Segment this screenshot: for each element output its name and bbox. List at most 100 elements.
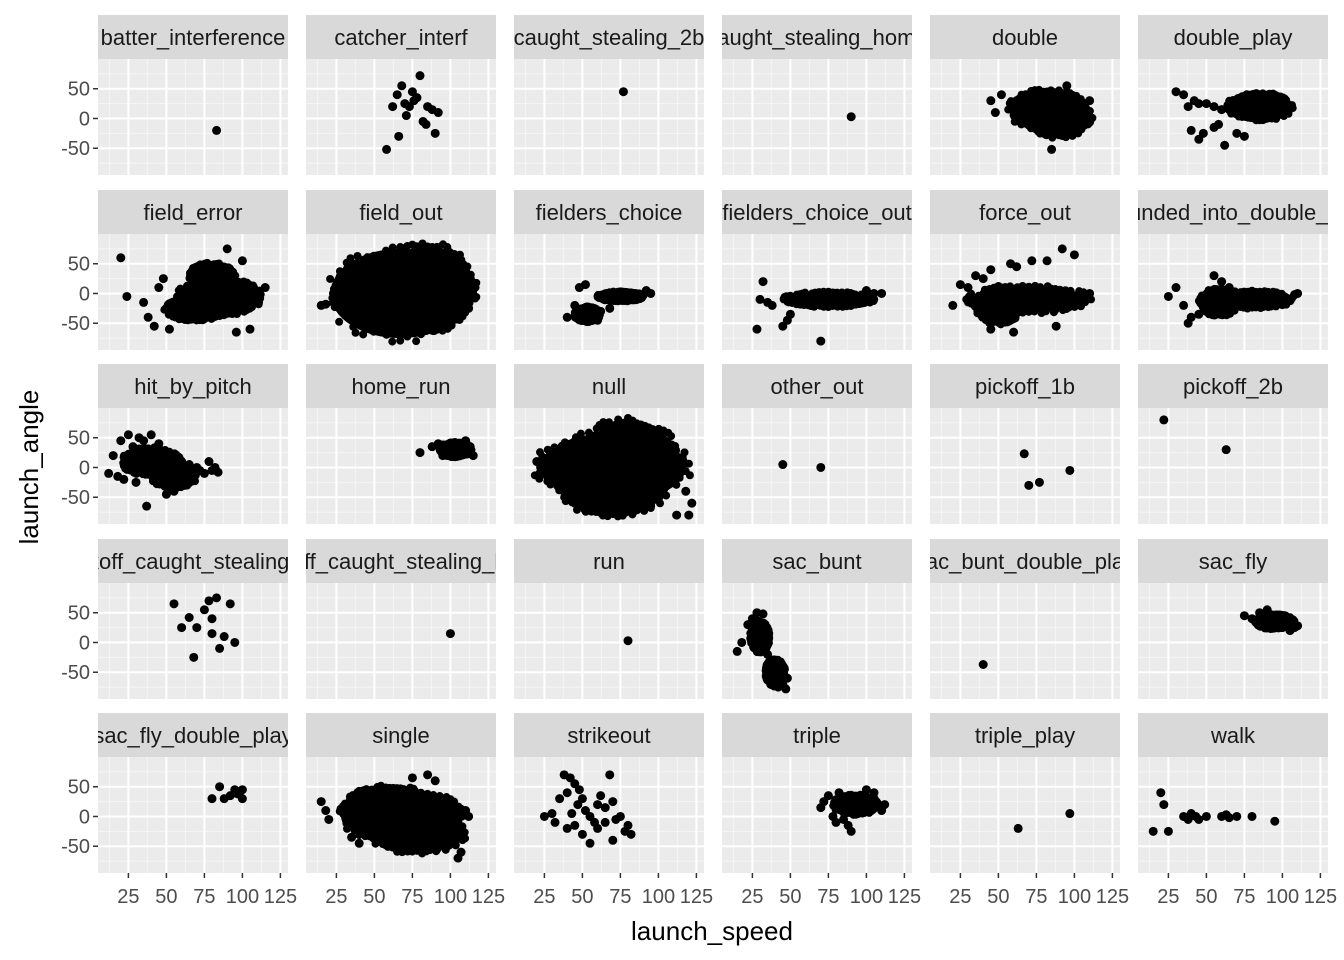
data-point [237,785,247,795]
x-axis-ticks: 25 50 75 100 125 25 50 75 100 125 25 50 75 100 125 25 50… [117,873,1337,908]
data-point [681,486,691,496]
data-point [154,283,164,293]
data-point [353,251,362,260]
data-point [1065,465,1075,475]
facet-other_out: other_out [722,364,912,524]
data-point [608,797,618,807]
data-point [461,286,471,296]
data-point [381,283,390,292]
facet-strip [930,539,1120,583]
data-point [1239,131,1249,141]
x-tick-label: 25 [117,886,139,908]
x-tick-label: 100 [226,886,259,908]
facet-strip [1138,364,1328,408]
data-point [1079,296,1088,305]
x-tick-label: 50 [571,886,593,908]
panel-points [212,125,222,135]
data-point [639,504,648,513]
data-point [1085,288,1095,298]
data-point [570,300,580,310]
data-point [158,274,168,284]
facet-strip [514,364,704,408]
panel-points [316,770,474,863]
data-point [1194,134,1204,144]
data-point [1209,102,1219,112]
data-point [1013,283,1022,292]
facet-double: double [930,15,1120,175]
y-tick-label: -50 [61,313,90,335]
data-point [455,315,464,324]
data-point [600,817,610,827]
x-tick-label: 50 [363,886,385,908]
panel-points [415,436,478,462]
data-point [778,460,788,470]
data-point [177,623,187,633]
data-point [600,803,610,813]
data-point [781,684,791,694]
data-point [570,820,580,830]
data-point [104,468,114,478]
facet-label: hit_by_pitch [134,374,251,399]
facet-label: grounded_into_double_play [1097,200,1344,225]
data-point [764,658,774,668]
facet-field_out: field_out [306,190,496,350]
panel-points [1171,87,1297,150]
data-point [557,441,566,450]
facet-strip [930,190,1120,234]
facet-single: single [306,713,496,873]
facet-strip [306,539,496,583]
facet-batter_interference: batter_interference [98,15,288,175]
data-point [154,439,164,449]
facet-strip [98,539,288,583]
data-point [1201,811,1211,821]
data-point [445,841,454,850]
data-point [1148,826,1158,836]
facet-fielders_choice_out: fielders_choice_out [722,190,912,350]
data-point [184,613,194,623]
panel-grid [98,583,288,699]
data-point [376,328,385,337]
data-point [416,788,425,797]
panel-points [445,629,455,639]
panel-background [930,757,1120,873]
data-point [1232,811,1242,821]
y-tick-label: 50 [68,603,90,625]
data-point [1062,81,1072,91]
data-point [461,436,471,446]
data-point [207,794,217,804]
data-point [1293,621,1303,631]
data-point [611,420,620,429]
data-point [1194,309,1204,319]
data-point [464,811,474,821]
panel-points [778,460,826,472]
data-point [403,332,412,341]
data-point [419,799,428,808]
facet-label: single [372,723,429,748]
x-tick-label: 25 [949,886,971,908]
data-point [430,776,440,786]
facet-pickoff_caught_stealing_2b: pickoff_caught_stealing_2b [98,539,288,699]
panel-grid [722,59,912,175]
data-point [371,839,380,848]
data-point [577,829,587,839]
data-point [215,782,225,792]
panel-points [169,593,240,662]
data-point [535,468,545,478]
y-tick-label: 50 [68,428,90,450]
data-point [388,243,397,252]
panel-grid [306,408,496,524]
facet-label: field_error [143,200,242,225]
data-point [758,609,768,619]
data-point [1233,299,1242,308]
facet-strip [306,15,496,59]
data-point [398,244,407,253]
data-point [116,436,126,446]
data-point [406,783,415,792]
data-point [321,299,331,309]
facet-label: null [592,374,626,399]
panel-grid [1138,408,1328,524]
data-point [861,286,871,296]
facet-field_error: field_error [98,190,288,350]
panel-points [1239,605,1303,636]
facet-strip [930,364,1120,408]
